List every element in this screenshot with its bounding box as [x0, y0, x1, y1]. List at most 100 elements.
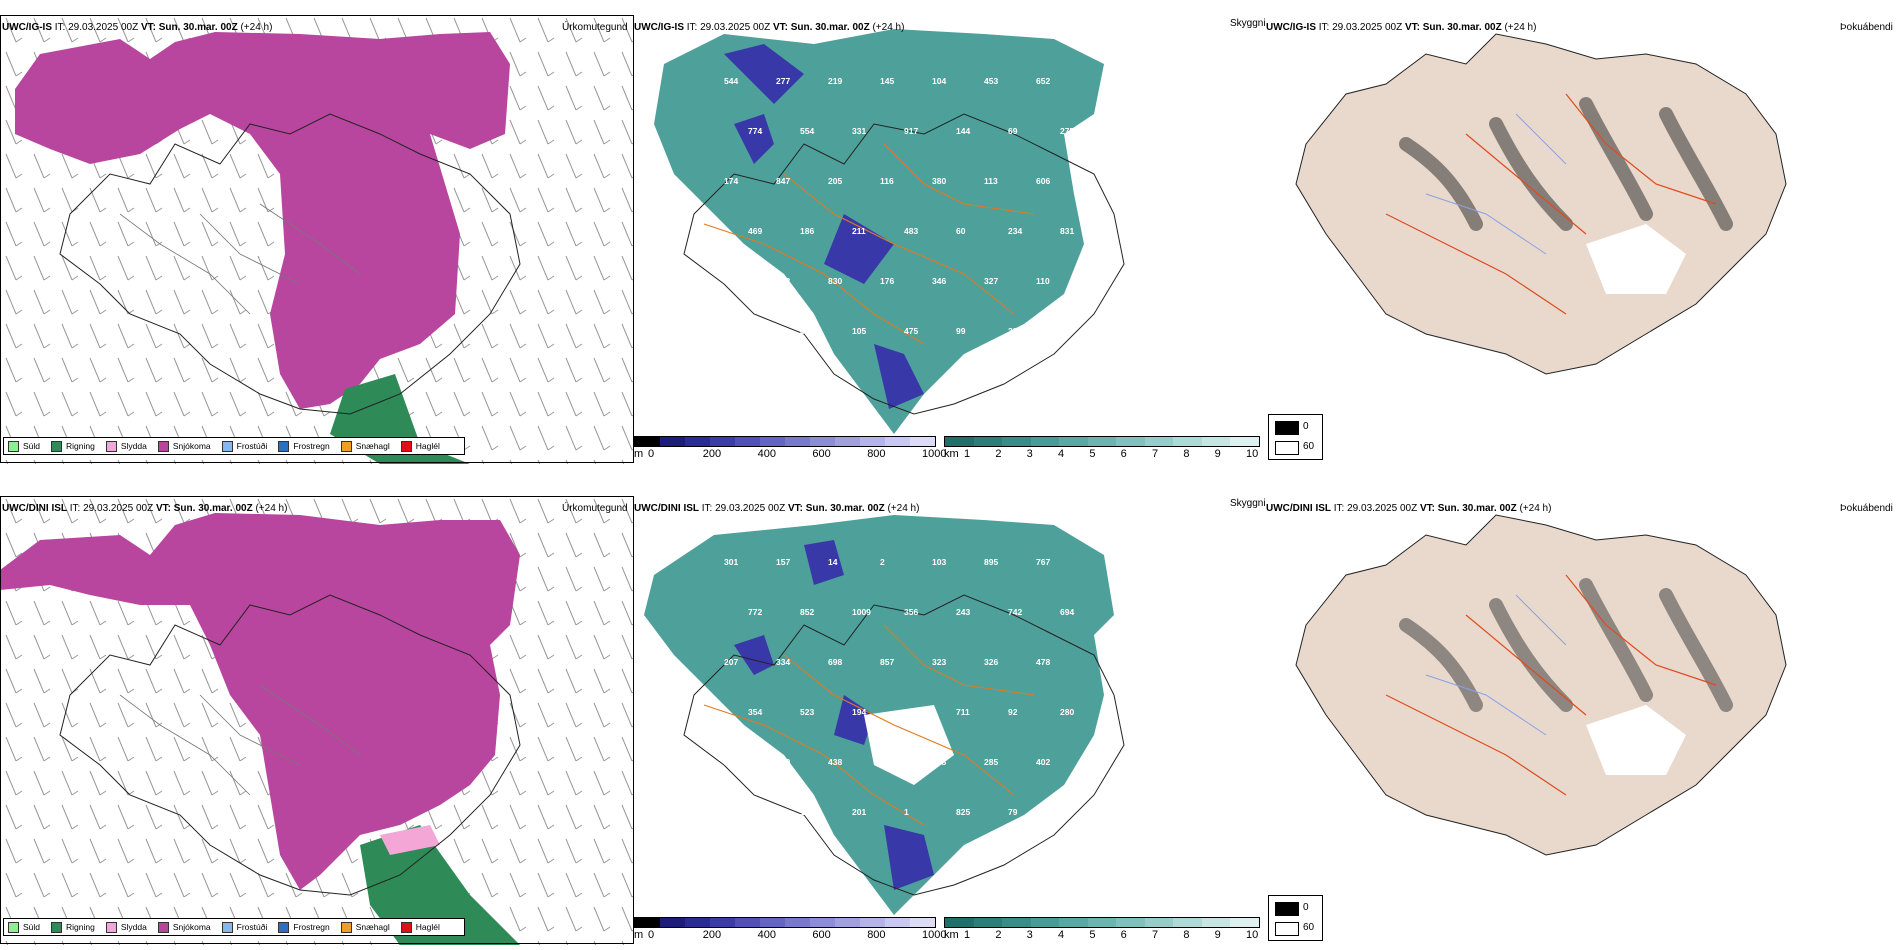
it-label: IT: — [1333, 503, 1345, 514]
colorbar-tick: 200 — [702, 929, 722, 941]
height-label: 331 — [852, 126, 866, 136]
height-label: 478 — [1036, 657, 1050, 667]
height-label: 1 — [904, 807, 909, 817]
height-label: 301 — [724, 557, 738, 567]
colorbar-tick: 3 — [1026, 929, 1033, 941]
cloud-base-colorbar-bottom: m 0 200 400 600 800 1000 — [634, 917, 946, 943]
height-label: 280 — [1060, 707, 1074, 717]
height-label: 285 — [984, 757, 998, 767]
colorbar-tick: 2 — [995, 448, 1002, 460]
colorbar-cell — [1173, 437, 1202, 446]
colorbar-cell — [1173, 918, 1202, 927]
colorbar-cell — [945, 437, 974, 446]
height-label: 895 — [984, 557, 998, 567]
iceland-coastline — [59, 594, 521, 896]
legend-swatch — [51, 440, 63, 452]
colorbar-tick: 600 — [812, 448, 831, 460]
colorbar-cell — [785, 918, 810, 927]
legend-item: Snæhagl — [340, 921, 390, 933]
legend-label: Rigning — [66, 441, 95, 451]
colorbar-cell — [860, 918, 885, 927]
height-label: 774 — [748, 126, 762, 136]
colorbar-cell — [635, 918, 660, 927]
height-label: 105 — [852, 326, 866, 336]
legend-label: Súld — [23, 441, 41, 451]
vt-value: Sun. 30.mar. 00Z — [1422, 22, 1502, 33]
height-label: 327 — [984, 276, 998, 286]
colorbar-cell — [1201, 918, 1231, 927]
height-label: 194 — [852, 707, 866, 717]
height-label: 14 — [828, 557, 838, 567]
height-label: 606 — [1036, 176, 1050, 186]
precip-type-map-bottom-graphic — [0, 495, 634, 945]
legend-swatch — [105, 440, 117, 452]
map-frame — [0, 15, 634, 463]
height-label: 73 — [1060, 326, 1070, 336]
cloud-map-bottom: 301 157 14 2 103 895 767 772 852 1009 356 243 742 694… — [634, 495, 1266, 921]
header-bottom-3: UWC/DINI ISL IT: 29.03.2025 00Z VT: Sun.… — [1266, 503, 1551, 514]
panel-title-precip-type: Úrkomutegund — [562, 503, 628, 514]
lead-time: (+24 h) — [872, 22, 905, 33]
height-label: 830 — [828, 276, 842, 286]
model-label: UWC/IG-IS — [1266, 22, 1316, 33]
legend-swatch — [157, 440, 169, 452]
vt-label: VT: — [787, 503, 803, 514]
colorbar-tick: 9 — [1214, 448, 1221, 460]
height-label: 219 — [828, 76, 842, 86]
colorbar-cell — [1230, 918, 1260, 927]
colorbar-tick: 3 — [1026, 448, 1033, 460]
colorbar-tick: 200 — [702, 448, 722, 460]
legend-swatch — [8, 440, 19, 452]
colorbar-tick: 600 — [812, 929, 831, 941]
legend-label: Haglél — [415, 922, 440, 932]
colorbar-cell — [1059, 437, 1088, 446]
colorbar-tick: 6 — [1120, 448, 1127, 460]
fog-swatch-dark — [1275, 902, 1299, 916]
fog-legend-bottom-value: 60 — [1303, 922, 1315, 933]
legend-item: Súld — [8, 921, 40, 933]
height-label: 69 — [1008, 126, 1018, 136]
legend-swatch — [340, 440, 352, 452]
height-label: 79 — [1008, 807, 1018, 817]
height-label: 342 — [904, 707, 918, 717]
height-label: 99 — [956, 326, 966, 336]
visibility-area — [654, 29, 1104, 434]
colorbar-tick: 10 — [1246, 929, 1259, 941]
vt-label: VT: — [155, 503, 171, 514]
vt-value: Sun. 30.mar. 00Z — [805, 503, 885, 514]
fog-map-top-graphic — [1295, 33, 1787, 375]
height-label: 103 — [748, 326, 762, 336]
height-label: 392 — [1008, 326, 1022, 336]
height-label: 742 — [1008, 607, 1022, 617]
height-label: 711 — [956, 707, 970, 717]
colorbar-cell — [660, 918, 685, 927]
fog-swatch-dark — [1275, 421, 1299, 435]
height-labels: 301 157 14 2 103 895 767 772 852 1009 356 243 742 694… — [724, 557, 1074, 867]
height-label: 186 — [800, 226, 814, 236]
it-label: IT: — [686, 22, 698, 33]
height-label: 380 — [932, 176, 946, 186]
panel-title-fog: Þokuábendi — [1840, 503, 1893, 514]
header-top-3: UWC/IG-IS IT: 29.03.2025 00Z VT: Sun. 30… — [1266, 22, 1536, 33]
colorbar-cell — [685, 437, 710, 446]
legend-item: Frostúði — [221, 921, 267, 933]
height-label: 211 — [852, 226, 866, 236]
height-label: 772 — [748, 607, 762, 617]
panel-title-cloud: Skyggni — [1230, 18, 1266, 29]
colorbar-cell — [810, 437, 835, 446]
model-label: UWC/DINI ISL — [1266, 503, 1331, 514]
precip-type-map-top-graphic — [0, 14, 634, 464]
lead-time: (+24 h) — [240, 22, 273, 33]
colorbar-cells — [634, 436, 936, 447]
fog-swatch-light — [1275, 441, 1299, 455]
height-label: 356 — [904, 607, 918, 617]
legend-item: Frostúði — [221, 440, 267, 452]
height-label: 483 — [904, 226, 918, 236]
legend-label: Rigning — [66, 922, 95, 932]
height-label: 438 — [828, 757, 842, 767]
height-label: 145 — [880, 76, 894, 86]
precip-legend-bottom: Súld Rigning Slydda Snjókoma Frostúði Frostre… — [3, 918, 465, 936]
header-top-1: UWC/IG-IS IT: 29.03.2025 00Z VT: Sun. 30… — [2, 22, 272, 33]
height-label: 205 — [828, 176, 842, 186]
height-label: 346 — [932, 276, 946, 286]
